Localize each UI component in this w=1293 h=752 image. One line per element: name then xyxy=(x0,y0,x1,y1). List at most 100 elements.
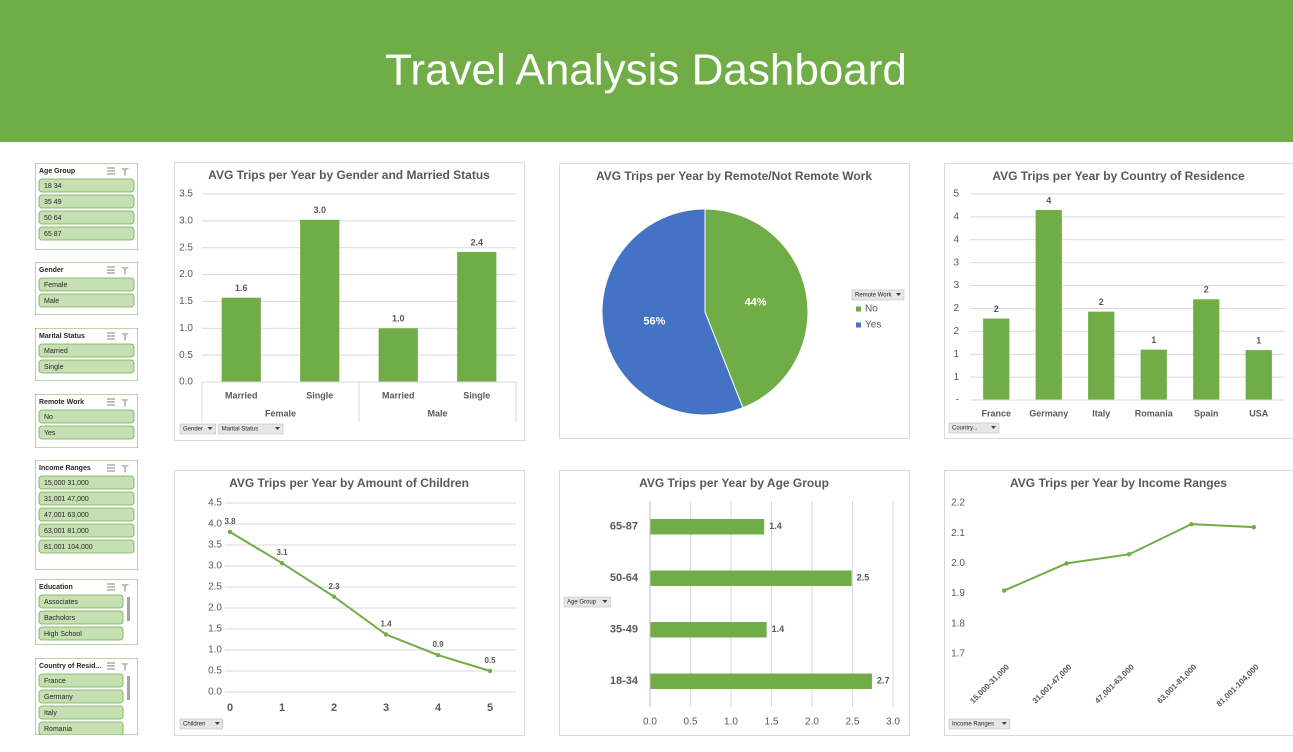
slicer-item-label[interactable]: Italy xyxy=(44,710,57,717)
slicer-item-label[interactable]: 63,001 81,000 xyxy=(44,528,89,535)
slicer-item-label[interactable]: Male xyxy=(44,298,59,305)
slicer-item[interactable] xyxy=(38,705,124,720)
dropdown-arrow xyxy=(1001,722,1007,725)
bar xyxy=(300,219,340,382)
slicer-item-label[interactable]: 47,001 63,000 xyxy=(44,512,89,519)
filter-button[interactable] xyxy=(948,718,1011,730)
filter-button-label[interactable]: Income Ranges xyxy=(952,722,994,728)
slicer-item[interactable] xyxy=(38,673,124,688)
bar xyxy=(1088,311,1115,400)
slicer: Education Associates Bacholors High School xyxy=(35,579,138,645)
slicer-item-label[interactable]: 50 64 xyxy=(44,215,62,222)
clear-filter-icon[interactable] xyxy=(121,267,129,275)
multi-select-icon[interactable] xyxy=(107,398,115,406)
data-label: 2.7 xyxy=(877,676,890,686)
x-tick-label: 2 xyxy=(331,702,337,714)
slicer-item-label[interactable]: 18 34 xyxy=(44,183,62,190)
group-label: Female xyxy=(265,408,296,418)
slicer-item-label[interactable]: Female xyxy=(44,282,67,289)
slicer-item-label[interactable]: No xyxy=(44,414,53,421)
multi-select-icon[interactable] xyxy=(107,583,115,591)
slicer-item-label[interactable]: Single xyxy=(44,364,64,371)
filter-button-label[interactable]: Children xyxy=(183,722,205,728)
y-tick-label: 3.5 xyxy=(208,540,222,551)
slicer-item-label[interactable]: 15,000 31,000 xyxy=(44,480,89,487)
slicer-item[interactable] xyxy=(38,210,135,225)
filter-button[interactable] xyxy=(851,289,905,301)
slicer-item[interactable] xyxy=(38,425,135,440)
slicer-item-label[interactable]: High School xyxy=(44,631,82,638)
clear-filter-icon[interactable] xyxy=(121,333,129,341)
filter-button[interactable] xyxy=(563,596,611,608)
y-tick-label: 0.0 xyxy=(179,377,193,388)
slicer-item-label[interactable]: Romania xyxy=(44,726,72,733)
bar xyxy=(650,519,765,535)
slicer-item[interactable] xyxy=(38,626,124,641)
slicer-item-label[interactable]: 31,001 47,000 xyxy=(44,496,89,503)
slicer-item[interactable] xyxy=(38,359,135,374)
slicer-item[interactable] xyxy=(38,178,135,193)
multi-select-icon[interactable] xyxy=(107,464,115,472)
clear-filter-icon[interactable] xyxy=(121,465,129,473)
slicer-item[interactable] xyxy=(38,475,135,490)
clear-filter-icon[interactable] xyxy=(121,584,129,592)
chart-title: AVG Trips per Year by Remote/Not Remote … xyxy=(596,169,872,183)
slicer-item[interactable] xyxy=(38,409,135,424)
slicer-item[interactable] xyxy=(38,689,124,704)
y-tick-label: 2.0 xyxy=(951,558,965,569)
dropdown-arrow xyxy=(991,426,996,429)
clear-filter-icon[interactable] xyxy=(121,399,129,407)
filter-button[interactable] xyxy=(179,423,216,435)
slicer-item[interactable] xyxy=(38,343,135,358)
chart-panel xyxy=(944,470,1293,736)
filter-button-label[interactable]: Country... xyxy=(952,426,978,432)
slicer-item[interactable] xyxy=(38,594,124,609)
multi-select-icon[interactable] xyxy=(107,167,115,175)
x-tick-label: 2.5 xyxy=(846,717,860,728)
slicer-item[interactable] xyxy=(38,610,124,625)
x-tick-label: Germany xyxy=(1029,408,1068,418)
y-tick-label: 1 xyxy=(953,349,959,360)
slicer-item[interactable] xyxy=(38,721,124,735)
legend-title[interactable]: Remote Work xyxy=(855,293,893,299)
multi-select-icon[interactable] xyxy=(107,266,115,274)
clear-filter-icon[interactable] xyxy=(121,168,129,176)
y-tick-label: 1.8 xyxy=(951,618,965,629)
multi-select-icon[interactable] xyxy=(107,662,115,670)
multi-select-icon[interactable] xyxy=(107,332,115,340)
filter-button[interactable] xyxy=(218,423,284,435)
slicer-item-label[interactable]: Yes xyxy=(44,430,56,437)
filter-button[interactable] xyxy=(179,718,224,730)
y-tick-label: 1.9 xyxy=(951,588,965,599)
slicer-item-label[interactable]: 81,001 104,000 xyxy=(44,544,93,551)
slicer-item[interactable] xyxy=(38,194,135,209)
legend-label: No xyxy=(865,304,878,315)
y-tick-label: 3 xyxy=(953,280,959,291)
filter-button[interactable] xyxy=(948,422,1000,434)
slicer-item-label[interactable]: Bacholors xyxy=(44,615,76,622)
filter-button-label[interactable]: Marital Status xyxy=(222,427,259,433)
y-tick-label: - xyxy=(956,395,959,406)
slicer-item-label[interactable]: Associates xyxy=(44,599,78,606)
y-tick-label: 4 xyxy=(953,234,959,245)
chart-title: AVG Trips per Year by Income Ranges xyxy=(1010,476,1227,490)
slicer-item[interactable] xyxy=(38,539,135,554)
slicer-item-label[interactable]: France xyxy=(44,678,66,685)
slicer-item[interactable] xyxy=(38,277,135,292)
slicer-item-label[interactable]: Germany xyxy=(44,694,73,701)
bar xyxy=(1245,350,1272,400)
bar xyxy=(221,297,261,382)
data-label: 1.6 xyxy=(235,283,248,293)
slicer-item[interactable] xyxy=(38,491,135,506)
y-tick-label: 1.0 xyxy=(179,323,193,334)
slicer-item[interactable] xyxy=(38,507,135,522)
slicer-item-label[interactable]: 65 87 xyxy=(44,231,62,238)
filter-button-label[interactable]: Gender xyxy=(183,427,203,433)
filter-button-label[interactable]: Age Group xyxy=(567,600,597,606)
clear-filter-icon[interactable] xyxy=(121,663,129,671)
slicer-item[interactable] xyxy=(38,293,135,308)
slicer-item[interactable] xyxy=(38,523,135,538)
slicer-item-label[interactable]: Married xyxy=(44,348,68,355)
slicer-item[interactable] xyxy=(38,226,135,241)
slicer-item-label[interactable]: 35 49 xyxy=(44,199,62,206)
